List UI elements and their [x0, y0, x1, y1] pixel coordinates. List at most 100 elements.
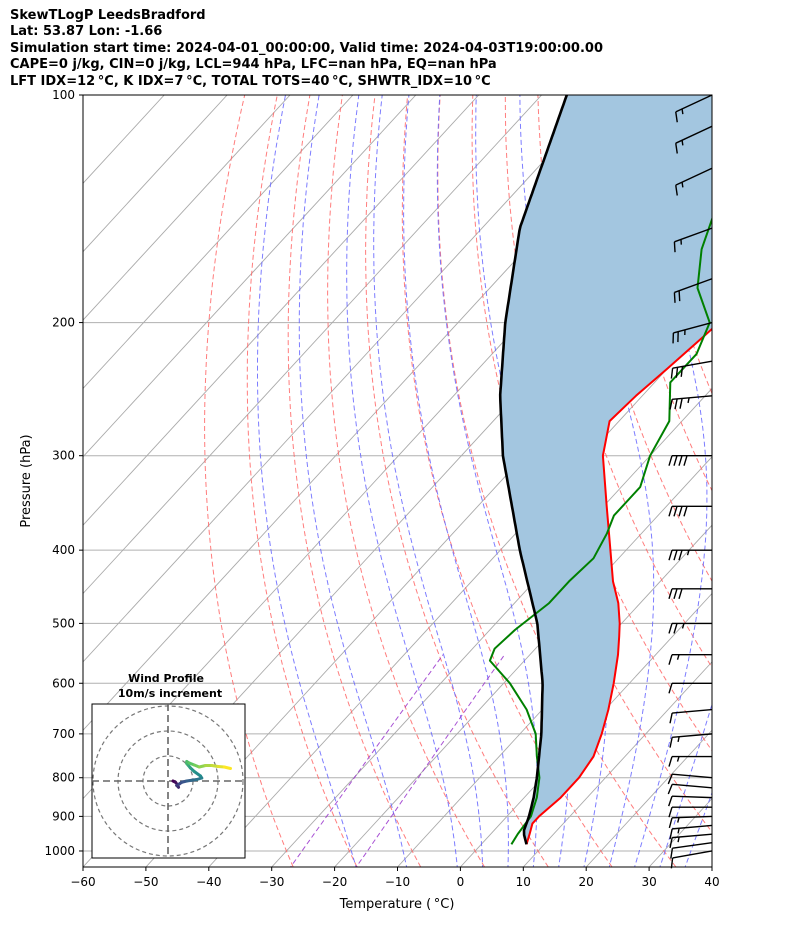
- isotherm-line: [83, 95, 480, 526]
- dry-adiabat: [287, 95, 422, 867]
- moist-adiabat: [403, 95, 509, 867]
- plot-area: [83, 95, 794, 867]
- wind-barb: [668, 795, 713, 807]
- wind-barb: [669, 733, 713, 748]
- wind-barb: [670, 850, 713, 869]
- isotherm-line: [83, 95, 291, 321]
- dry-adiabat: [766, 95, 794, 867]
- dry-adiabat: [327, 95, 485, 867]
- y-tick-label: 700: [52, 727, 75, 741]
- indices-line-1: CAPE=0 j/kg, CIN=0 j/kg, LCL=944 hPa, LF…: [10, 57, 497, 73]
- moist-adiabat: [634, 95, 708, 867]
- hodograph-segment: [222, 765, 232, 770]
- x-tick-label: −50: [133, 875, 158, 889]
- mixing-ratio-line: [289, 654, 444, 867]
- mixing-ratio-line: [355, 654, 506, 867]
- isotherm-line: [585, 729, 712, 867]
- indices-line-2: LFT IDX=12 °C, K IDX=7 °C, TOTAL TOTS=40…: [10, 73, 491, 89]
- isotherm-line: [397, 524, 712, 867]
- parcel-profile-line: [498, 95, 569, 845]
- x-tick-label: 20: [579, 875, 594, 889]
- wind-barb: [673, 278, 713, 303]
- moist-adiabat: [373, 95, 484, 867]
- moist-adiabat: [346, 95, 458, 867]
- isotherm-line: [145, 251, 712, 867]
- x-tick-label: −20: [322, 875, 347, 889]
- hodograph: Wind Profile 10m/s increment: [91, 672, 246, 859]
- axes: −60 −50 −40 −30 −20 −10 0 10 20 30 40 100 200 300 400 5…: [44, 88, 719, 889]
- wind-barb: [675, 94, 713, 123]
- x-tick-label: −10: [385, 875, 410, 889]
- wind-barb: [675, 125, 713, 154]
- wind-barb: [668, 815, 713, 829]
- wind-barb: [668, 654, 712, 665]
- isotherm-line: [271, 387, 712, 867]
- chart-title: SkewTLogP LeedsBradford: [10, 8, 206, 23]
- dry-adiabat: [700, 95, 712, 155]
- wind-barb: [669, 708, 713, 724]
- y-tick-label: 300: [52, 449, 75, 463]
- wind-barb: [675, 167, 713, 196]
- wind-barb: [669, 833, 713, 848]
- moist-adiabat: [298, 95, 408, 867]
- wind-barb: [668, 505, 712, 517]
- y-tick-label: 500: [52, 616, 75, 630]
- wind-barb: [672, 321, 713, 344]
- isotherm-line: [83, 95, 417, 458]
- hodograph-title: Wind Profile: [128, 672, 204, 685]
- wind-barb: [669, 395, 713, 410]
- x-tick-label: 0: [457, 875, 465, 889]
- dry-adiabat: [401, 95, 613, 867]
- y-tick-label: 900: [52, 809, 75, 823]
- x-tick-label: 30: [641, 875, 656, 889]
- wind-barb: [667, 783, 713, 795]
- isotherm-line: [83, 95, 228, 253]
- wind-barb: [670, 360, 713, 379]
- x-tick-label: −60: [70, 875, 95, 889]
- dry-adiabat: [246, 95, 358, 867]
- wind-barb: [668, 454, 712, 466]
- isotherm-line: [83, 95, 354, 390]
- time-line: Simulation start time: 2024-04-01_00:00:…: [10, 40, 603, 56]
- wind-barb: [668, 549, 712, 561]
- wind-barb: [668, 622, 712, 634]
- x-tick-label: 40: [704, 875, 719, 889]
- y-axis-label: Pressure (hPa): [19, 434, 34, 527]
- wind-barb: [670, 841, 713, 859]
- isotherm-line: [83, 95, 605, 663]
- dry-adiabat: [570, 95, 712, 583]
- y-tick-label: 600: [52, 676, 75, 690]
- moist-adiabat: [572, 95, 655, 867]
- isotherm-line: [775, 95, 794, 867]
- moist-adiabat: [659, 702, 712, 867]
- dry-adiabat: [365, 95, 549, 867]
- wind-barb: [669, 824, 713, 840]
- isotherm-line: [83, 95, 542, 595]
- y-tick-label: 400: [52, 543, 75, 557]
- y-tick-label: 1000: [44, 844, 75, 858]
- moist-adiabat: [257, 95, 357, 867]
- wind-barb: [668, 755, 712, 767]
- location-line: Lat: 53.87 Lon: -1.66: [10, 24, 163, 40]
- x-tick-label: −40: [196, 875, 221, 889]
- hodograph-subtitle: 10m/s increment: [118, 687, 222, 700]
- x-tick-label: 10: [516, 875, 531, 889]
- y-tick-label: 100: [52, 88, 75, 102]
- wind-barb: [668, 682, 712, 694]
- cin-shading: [500, 95, 712, 845]
- wind-barb: [667, 773, 713, 785]
- x-tick-label: −30: [259, 875, 284, 889]
- temperature-profile-line: [525, 327, 712, 845]
- dewpoint-profile-line: [488, 216, 712, 845]
- chart-header: SkewTLogP LeedsBradford Lat: 53.87 Lon: …: [10, 8, 603, 90]
- y-tick-label: 200: [52, 316, 75, 330]
- wind-barb: [668, 588, 712, 600]
- isotherm-line: [711, 866, 712, 867]
- dry-adiabat: [504, 95, 712, 752]
- wind-barb: [668, 806, 712, 818]
- x-axis-label: Temperature ( °C): [339, 897, 455, 912]
- y-tick-label: 800: [52, 771, 75, 785]
- isotherm-line: [522, 661, 712, 867]
- dry-adiabat: [204, 95, 294, 867]
